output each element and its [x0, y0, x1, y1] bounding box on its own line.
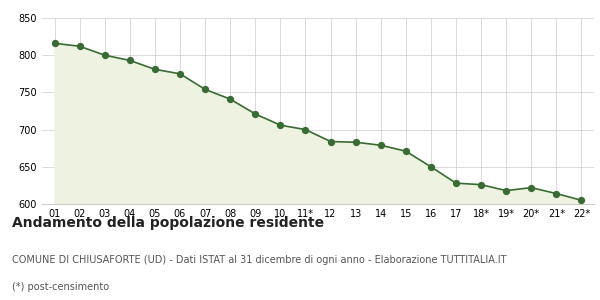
Point — [175, 71, 185, 76]
Point — [275, 123, 285, 128]
Point — [551, 191, 561, 196]
Text: COMUNE DI CHIUSAFORTE (UD) - Dati ISTAT al 31 dicembre di ogni anno - Elaborazio: COMUNE DI CHIUSAFORTE (UD) - Dati ISTAT … — [12, 255, 506, 265]
Point — [250, 112, 260, 116]
Point — [376, 143, 386, 148]
Text: Andamento della popolazione residente: Andamento della popolazione residente — [12, 216, 324, 230]
Point — [100, 53, 110, 58]
Point — [125, 58, 134, 63]
Point — [401, 149, 410, 154]
Point — [526, 185, 536, 190]
Point — [426, 164, 436, 169]
Point — [476, 182, 486, 187]
Point — [50, 41, 59, 46]
Point — [351, 140, 361, 145]
Point — [301, 127, 310, 132]
Point — [502, 188, 511, 193]
Point — [75, 44, 85, 49]
Point — [150, 67, 160, 72]
Point — [326, 139, 335, 144]
Text: (*) post-censimento: (*) post-censimento — [12, 282, 109, 292]
Point — [451, 181, 461, 186]
Point — [226, 97, 235, 101]
Point — [200, 87, 210, 92]
Point — [577, 198, 586, 203]
